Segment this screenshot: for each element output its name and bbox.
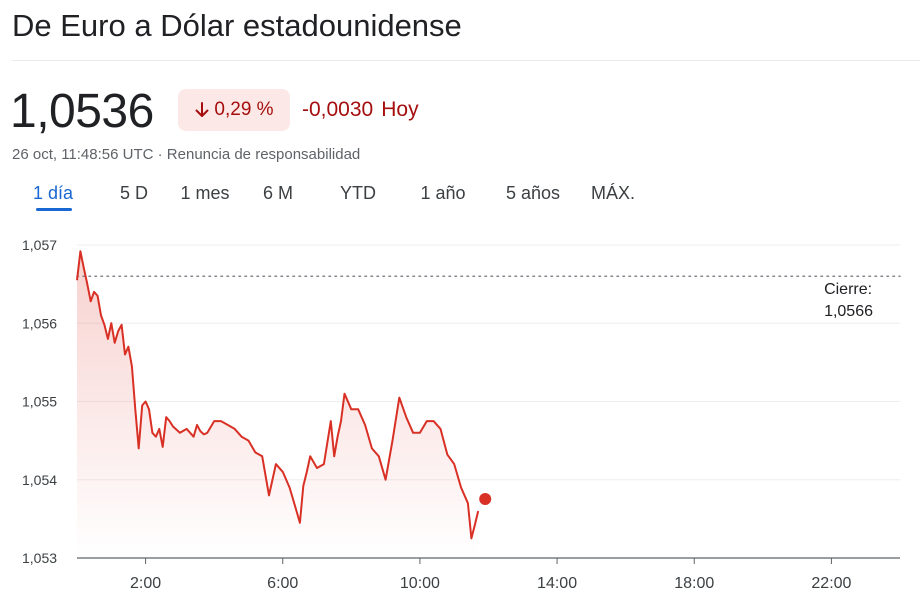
change-percent-value: 0,29 % xyxy=(214,99,274,120)
tab-5-days[interactable]: 5 D xyxy=(119,183,148,203)
timestamp-disclaimer[interactable]: 26 oct, 11:48:56 UTC · Renuncia de respo… xyxy=(12,146,361,163)
price-area-fill xyxy=(77,251,479,559)
current-price-dot xyxy=(479,493,492,506)
price-line xyxy=(76,250,480,540)
header-divider xyxy=(12,60,920,61)
change-absolute-value: -0,0030 xyxy=(302,98,374,121)
x-tick-label: 6:00 xyxy=(267,575,298,592)
change-summary: -0,0030 Hoy xyxy=(302,96,419,124)
tab-1-day[interactable]: 1 día xyxy=(12,178,96,211)
x-tick-label: 2:00 xyxy=(130,575,161,592)
active-tab-indicator xyxy=(36,208,72,211)
y-tick-label: 1,055 xyxy=(22,394,57,410)
tab-max[interactable]: MÁX. xyxy=(590,183,635,203)
x-tick-label: 14:00 xyxy=(537,575,577,592)
previous-close-label: Cierre: 1,0566 xyxy=(824,279,873,323)
tab-1-month[interactable]: 1 mes xyxy=(180,183,230,203)
previous-close-value: 1,0566 xyxy=(824,303,873,320)
change-period: Hoy xyxy=(381,98,419,121)
time-range-tabs: 1 día 5 D 1 mes 6 M YTD 1 año 5 años MÁX… xyxy=(12,178,648,212)
y-tick-label: 1,054 xyxy=(22,472,57,488)
tab-ytd[interactable]: YTD xyxy=(340,183,376,203)
x-tick-label: 22:00 xyxy=(811,575,851,592)
price-chart-svg: 1,053 1,054 1,055 1,056 1,057 2:00 6:00 10:00 14… xyxy=(22,237,901,592)
y-tick-label: 1,056 xyxy=(22,315,57,331)
x-tick-label: 18:00 xyxy=(674,575,714,592)
previous-close-title: Cierre: xyxy=(824,281,873,298)
tab-1-year[interactable]: 1 año xyxy=(420,183,466,203)
y-tick-label: 1,057 xyxy=(22,237,57,253)
tab-5-years[interactable]: 5 años xyxy=(505,183,561,203)
tab-6-months[interactable]: 6 M xyxy=(262,183,293,203)
tab-label: 1 día xyxy=(33,183,74,203)
y-tick-label: 1,053 xyxy=(22,550,57,566)
current-price: 1,0536 xyxy=(10,85,154,138)
change-percent-badge: 0,29 % xyxy=(178,89,290,131)
x-tick-label: 10:00 xyxy=(400,575,440,592)
page-title: De Euro a Dólar estadounidense xyxy=(12,8,462,43)
arrow-down-icon xyxy=(194,101,210,119)
price-chart[interactable]: 1,053 1,054 1,055 1,056 1,057 2:00 6:00 10:00 14… xyxy=(0,225,920,613)
